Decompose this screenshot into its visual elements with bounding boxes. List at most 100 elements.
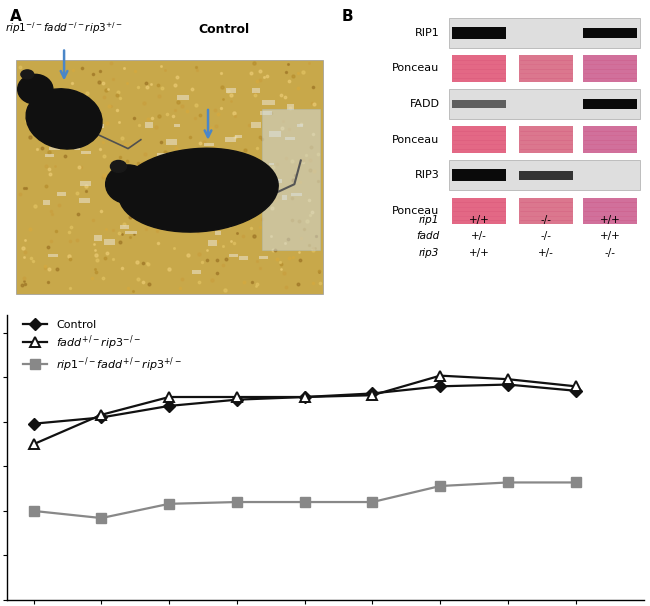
- Ellipse shape: [119, 148, 278, 232]
- Point: [90, 264, 100, 274]
- Point: [18, 85, 28, 95]
- Point: [246, 182, 256, 192]
- Bar: [252, 88, 261, 93]
- Bar: [452, 126, 506, 153]
- Point: [216, 184, 226, 194]
- Point: [311, 231, 322, 241]
- Point: [54, 131, 64, 141]
- Point: [88, 239, 99, 248]
- Point: [77, 64, 87, 73]
- Point: [145, 171, 155, 181]
- Text: +/+: +/+: [469, 215, 489, 225]
- Bar: [227, 203, 239, 206]
- Bar: [162, 225, 169, 230]
- Point: [182, 106, 192, 116]
- Point: [162, 110, 172, 119]
- Point: [125, 139, 135, 149]
- Bar: [80, 181, 92, 186]
- Text: Ponceau: Ponceau: [392, 206, 439, 216]
- Point: [192, 65, 203, 75]
- Point: [139, 99, 150, 108]
- Point: [283, 253, 294, 263]
- Point: [70, 135, 81, 144]
- Point: [60, 122, 71, 132]
- Point: [226, 90, 236, 100]
- Point: [294, 178, 305, 187]
- Point: [98, 151, 109, 161]
- Text: $\it{rip1^{-/-}fadd^{-/-}rip3^{+/-}}$: $\it{rip1^{-/-}fadd^{-/-}rip3^{+/-}}$: [5, 20, 123, 36]
- Bar: [519, 126, 573, 153]
- Point: [226, 183, 236, 193]
- Point: [213, 255, 223, 265]
- Point: [64, 227, 75, 237]
- Point: [156, 177, 166, 187]
- Point: [190, 100, 201, 110]
- Point: [187, 84, 197, 93]
- Point: [248, 231, 259, 241]
- Text: A: A: [10, 9, 21, 24]
- Ellipse shape: [111, 161, 127, 172]
- Text: rip3: rip3: [419, 247, 439, 258]
- Point: [25, 224, 35, 233]
- Text: RIP3: RIP3: [415, 170, 439, 181]
- Bar: [75, 97, 84, 100]
- Point: [91, 250, 101, 260]
- Point: [174, 283, 185, 293]
- Point: [230, 184, 240, 194]
- Point: [120, 139, 131, 149]
- Point: [169, 244, 179, 253]
- Point: [162, 162, 173, 171]
- Point: [259, 72, 270, 82]
- Point: [22, 116, 32, 126]
- Point: [60, 127, 71, 137]
- Point: [72, 90, 82, 99]
- Bar: [200, 175, 205, 179]
- Point: [112, 91, 122, 101]
- Point: [150, 122, 161, 132]
- Point: [141, 225, 151, 235]
- Text: fadd: fadd: [416, 231, 439, 241]
- Point: [197, 201, 207, 210]
- Point: [222, 164, 232, 173]
- Point: [218, 94, 228, 104]
- Point: [112, 105, 122, 115]
- Text: FADD: FADD: [410, 99, 439, 109]
- Point: [298, 67, 308, 77]
- Point: [73, 93, 83, 103]
- Point: [183, 208, 194, 218]
- Point: [284, 125, 294, 135]
- Point: [304, 240, 315, 250]
- Bar: [582, 99, 638, 109]
- Bar: [582, 28, 638, 38]
- Bar: [81, 151, 91, 154]
- Point: [101, 118, 112, 128]
- Point: [243, 197, 254, 207]
- Point: [254, 132, 265, 142]
- Point: [249, 58, 259, 68]
- Text: +/+: +/+: [599, 231, 620, 241]
- Bar: [186, 153, 192, 156]
- Point: [272, 159, 282, 168]
- Bar: [448, 18, 640, 48]
- Point: [99, 92, 109, 102]
- Point: [19, 273, 29, 282]
- Bar: [519, 198, 573, 224]
- Bar: [582, 126, 638, 153]
- Bar: [260, 182, 268, 186]
- Point: [117, 262, 127, 272]
- Point: [115, 93, 125, 102]
- Point: [293, 83, 304, 93]
- Point: [268, 245, 278, 255]
- Bar: [71, 100, 78, 105]
- Point: [155, 61, 166, 71]
- Point: [117, 133, 127, 143]
- Point: [170, 105, 180, 115]
- Point: [92, 256, 102, 265]
- Bar: [205, 157, 213, 162]
- Point: [92, 119, 102, 129]
- Point: [122, 156, 133, 166]
- Bar: [285, 137, 294, 140]
- Text: +/-: +/-: [471, 231, 487, 241]
- Point: [19, 183, 29, 193]
- Point: [229, 111, 240, 121]
